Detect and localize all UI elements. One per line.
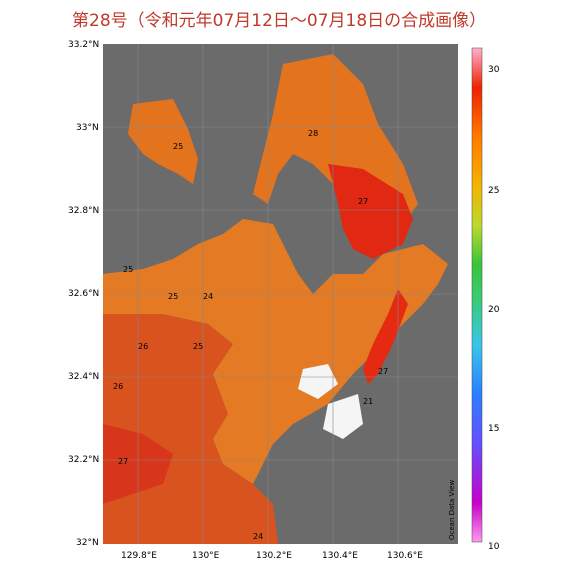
colorbar-tick: 10 [488,542,500,552]
contour-label: 28 [308,129,318,138]
contour-label: 26 [138,342,148,351]
ariake-red [328,164,413,259]
contour-label: 25 [173,142,183,151]
lon-label: 130.6°E [387,551,423,561]
white-gaps [298,364,338,399]
contour-label: 27 [358,197,368,206]
lat-label: 33°N [76,123,99,133]
contour-labels: 25 28 27 25 25 24 26 25 26 27 27 24 21 [113,129,388,541]
contour-label: 27 [378,367,388,376]
lon-label: 130.2°E [256,551,292,561]
lat-label: 32.2°N [68,455,100,465]
contour-label: 27 [118,457,128,466]
contour-label: 25 [193,342,203,351]
lat-label: 33.2°N [68,40,100,50]
contour-label: 26 [113,382,123,391]
sea-central [103,219,448,484]
lat-label: 32.8°N [68,206,100,216]
yatsushiro-red [363,289,408,384]
contour-label: 25 [123,265,133,274]
lon-label: 130°E [192,551,220,561]
lat-label: 32.4°N [68,372,100,382]
page-title: 第28号（令和元年07月12日～07月18日の合成画像） [72,11,487,31]
contour-label: 24 [253,532,263,541]
lat-label: 32.6°N [68,289,100,299]
graticule [103,44,458,544]
lon-label: 130.4°E [322,551,358,561]
contour-label: 25 [168,292,178,301]
lon-label: 129.8°E [121,551,157,561]
colorbar-tick: 15 [488,424,500,434]
colorbar-tick: 25 [488,186,500,196]
contour-label: 21 [363,397,373,406]
colorbar-tick: 30 [488,65,500,75]
lat-label: 32°N [76,538,99,548]
colorbar-tick: 20 [488,305,500,315]
watermark: Ocean Data View [448,479,456,540]
contour-label: 24 [203,292,213,301]
sst-map: 25 28 27 25 25 24 26 25 26 27 27 24 21 [103,44,458,544]
colorbar [471,47,483,543]
north-small-bay [128,99,198,184]
